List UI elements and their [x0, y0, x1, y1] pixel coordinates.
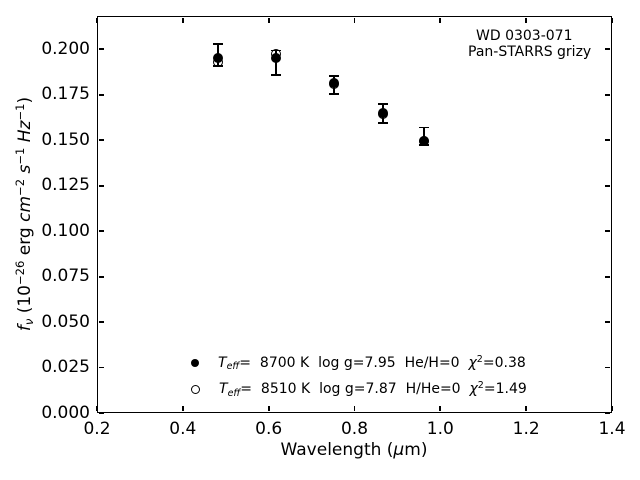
y-tick-mark: [605, 184, 611, 187]
y-tick-mark: [605, 412, 611, 414]
x-tick-label: 1.2: [512, 419, 540, 439]
y-tick-label: 0.175: [41, 84, 90, 105]
legend-label: Teff= 8700 K log g=7.95 He/H=0 χ2=0.38: [218, 353, 526, 373]
y-tick-mark: [98, 275, 104, 278]
x-tick-label: 1.0: [426, 419, 454, 439]
errorbar-cap-top: [328, 74, 339, 77]
data-point-open: [212, 56, 223, 67]
errorbar-cap-top: [212, 42, 223, 45]
y-tick-label: 0.150: [41, 129, 90, 150]
plot-area: [97, 16, 612, 413]
x-tick-mark: [439, 17, 442, 23]
x-tick-mark: [267, 406, 270, 412]
x-tick-mark: [96, 406, 98, 412]
y-tick-mark: [98, 412, 104, 414]
x-tick-mark: [96, 17, 98, 23]
x-tick-mark: [439, 406, 442, 412]
x-tick-label: 0.4: [169, 419, 197, 439]
y-tick-mark: [98, 184, 104, 187]
x-axis-label: Wavelength (μm): [280, 440, 428, 460]
errorbar-cap-top: [419, 126, 430, 129]
annotation-star-name: WD 0303-071: [476, 28, 573, 44]
x-tick-label: 0.2: [83, 419, 111, 439]
x-tick-mark: [181, 17, 184, 23]
x-tick-mark: [525, 17, 528, 23]
filled-circle-marker: [191, 358, 199, 367]
y-tick-mark: [98, 139, 104, 142]
x-tick-label: 0.8: [340, 419, 369, 439]
y-tick-mark: [98, 366, 104, 369]
y-tick-mark: [98, 48, 104, 51]
x-tick-mark: [353, 406, 356, 412]
y-tick-mark: [605, 321, 611, 323]
y-tick-mark: [605, 139, 611, 142]
x-tick-mark: [611, 406, 613, 412]
y-tick-label: 0.200: [41, 38, 90, 59]
y-tick-mark: [98, 321, 104, 323]
data-point-open: [377, 108, 388, 119]
errorbar-cap-bottom: [270, 74, 281, 76]
y-tick-label: 0.125: [41, 175, 90, 196]
y-tick-mark: [605, 275, 611, 278]
errorbar-cap-bottom: [328, 93, 339, 96]
x-tick-label: 1.4: [598, 419, 626, 439]
y-tick-label: 0.000: [41, 402, 90, 423]
y-tick-mark: [605, 48, 611, 51]
y-tick-mark: [605, 366, 611, 369]
legend-row: Teff= 8510 K log g=7.87 H/He=0 χ2=1.49: [191, 381, 527, 398]
legend-label: Teff= 8510 K log g=7.87 H/He=0 χ2=1.49: [219, 380, 527, 399]
x-tick-mark: [181, 406, 184, 412]
y-tick-label: 0.075: [41, 266, 90, 287]
errorbar-cap-bottom: [377, 122, 388, 124]
y-tick-label: 0.100: [41, 220, 90, 241]
errorbar-cap-top: [377, 103, 388, 106]
annotation-survey-name: Pan-STARRS grizy: [468, 44, 592, 60]
y-tick-label: 0.050: [41, 311, 90, 332]
y-tick-mark: [605, 230, 611, 233]
data-point-open: [270, 48, 281, 59]
y-tick-label: 0.025: [41, 357, 90, 378]
x-tick-mark: [267, 17, 270, 23]
x-tick-mark: [525, 406, 528, 412]
y-tick-mark: [98, 93, 104, 96]
open-circle-marker: [191, 384, 200, 394]
x-tick-mark: [611, 17, 613, 23]
legend-row: Teff= 8700 K log g=7.95 He/H=0 χ2=0.38: [191, 353, 526, 373]
x-tick-mark: [353, 17, 356, 23]
data-point-open: [419, 136, 430, 147]
data-point-open: [328, 78, 339, 89]
x-tick-label: 0.6: [255, 419, 283, 439]
y-tick-mark: [98, 230, 104, 233]
y-tick-mark: [605, 93, 611, 96]
